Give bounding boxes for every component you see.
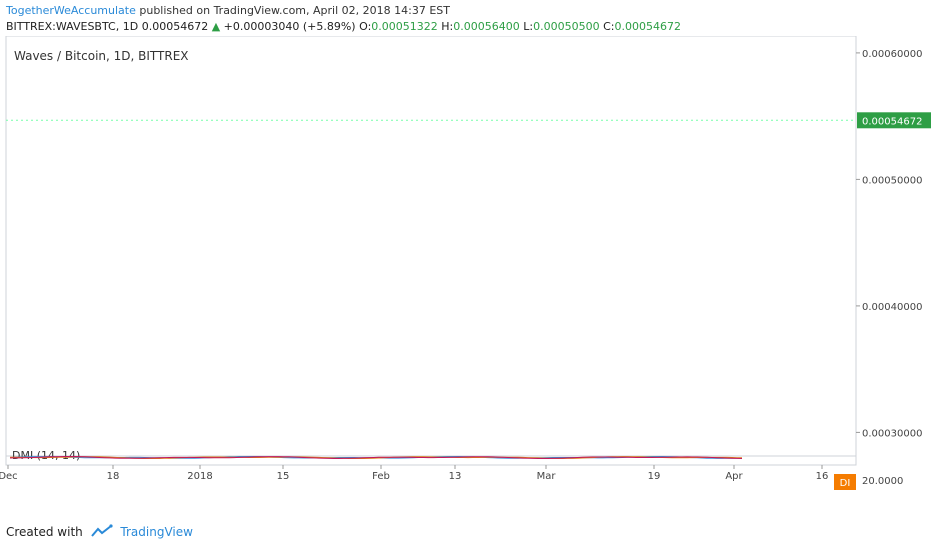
dmi-line <box>9 456 743 459</box>
y-tick-label: 0.00040000 <box>862 302 922 313</box>
last-price-badge <box>857 112 931 129</box>
publish-info: published on TradingView.com, April 02, … <box>139 4 450 17</box>
x-tick-label: Feb <box>372 471 390 482</box>
symbol-line: BITTREX:WAVESBTC, 1D 0.00054672 ▲ +0.000… <box>6 20 681 33</box>
chart-title: Waves / Bitcoin, 1D, BITTREX <box>14 49 189 63</box>
x-tick-label: 15 <box>277 471 290 482</box>
symbol-name: BITTREX:WAVESBTC, 1D <box>6 20 139 33</box>
high-value: 0.00056400 <box>453 20 520 33</box>
current-price: 0.00054672 <box>141 20 209 33</box>
chart-frame <box>5 36 857 466</box>
change-arrow-icon: ▲ <box>211 20 221 33</box>
high-label: H: <box>441 20 454 33</box>
price-change: +0.00003040 (+5.89%) <box>223 20 356 33</box>
tradingview-logo-icon <box>90 524 113 537</box>
x-tick-label: 19 <box>648 471 661 482</box>
x-tick-label: 18 <box>107 471 120 482</box>
x-tick-label: 2018 <box>187 471 212 482</box>
x-tick-label: Dec <box>0 471 18 482</box>
indicator-badge-label: DI <box>840 478 851 489</box>
price-chart[interactable]: 1(0.00112990)0.786(0.00098370.618(0.0008… <box>0 36 932 520</box>
x-tick-label: Apr <box>725 471 743 482</box>
tradingview-link[interactable]: TradingView <box>120 525 193 539</box>
close-label: C: <box>603 20 615 33</box>
footer: Created with TradingView <box>6 524 193 539</box>
indicator-tick-label: 20.0000 <box>862 476 903 487</box>
created-with-label: Created with <box>6 525 83 539</box>
open-value: 0.00051322 <box>371 20 438 33</box>
author-link[interactable]: TogetherWeAccumulate <box>6 4 136 17</box>
y-tick-label: 0.00050000 <box>862 175 922 186</box>
low-label: L: <box>523 20 534 33</box>
y-tick-label: 0.00030000 <box>862 428 922 439</box>
low-value: 0.00050500 <box>533 20 600 33</box>
indicator-label: DMI (14, 14) <box>12 449 80 462</box>
x-tick-label: 16 <box>816 471 829 482</box>
y-tick-label: 0.00060000 <box>862 49 922 60</box>
indicator-badge <box>834 474 856 490</box>
x-tick-label: Mar <box>537 471 557 482</box>
last-price-label: 0.00054672 <box>862 116 922 127</box>
x-tick-label: 13 <box>449 471 462 482</box>
close-value: 0.00054672 <box>614 20 681 33</box>
publish-line: TogetherWeAccumulate published on Tradin… <box>6 4 450 17</box>
open-label: O: <box>359 20 372 33</box>
